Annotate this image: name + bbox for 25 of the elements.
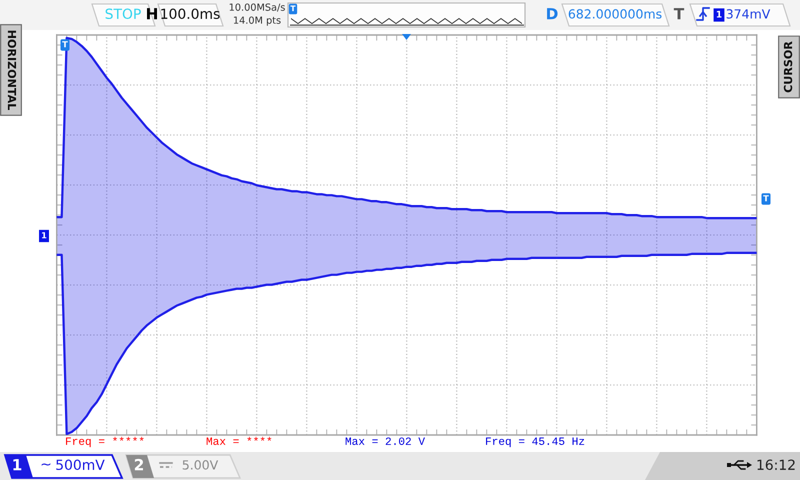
text: 2 [134, 458, 143, 470]
text: ~ [42, 463, 50, 466]
text: CURSOR [784, 41, 792, 92]
text: 14.0M pts [234, 16, 281, 26]
text: 5.00V [182, 460, 218, 470]
text: Freq = 45.45 Hz [486, 438, 584, 448]
text: 500mV [56, 460, 105, 470]
text: D [547, 8, 558, 20]
text: H [147, 8, 157, 20]
text: 682.000000ms [568, 9, 662, 19]
text: 16:12 [758, 460, 795, 470]
text: T [763, 195, 769, 202]
text: 1 [13, 459, 22, 470]
text: Max = **** [206, 436, 272, 445]
text: 1 [716, 10, 722, 18]
text: HORIZONTAL [8, 30, 16, 110]
text: Freq = ***** [66, 436, 144, 448]
text: 1 [42, 232, 46, 238]
text: T [674, 8, 684, 20]
text: 10.00MSa/s [230, 3, 285, 12]
text: 374mV [726, 9, 770, 19]
text: Max = 2.02 V [346, 437, 425, 445]
text: STOP [106, 8, 141, 20]
text: 100.0ms [161, 8, 220, 20]
annotation: T [62, 41, 68, 48]
